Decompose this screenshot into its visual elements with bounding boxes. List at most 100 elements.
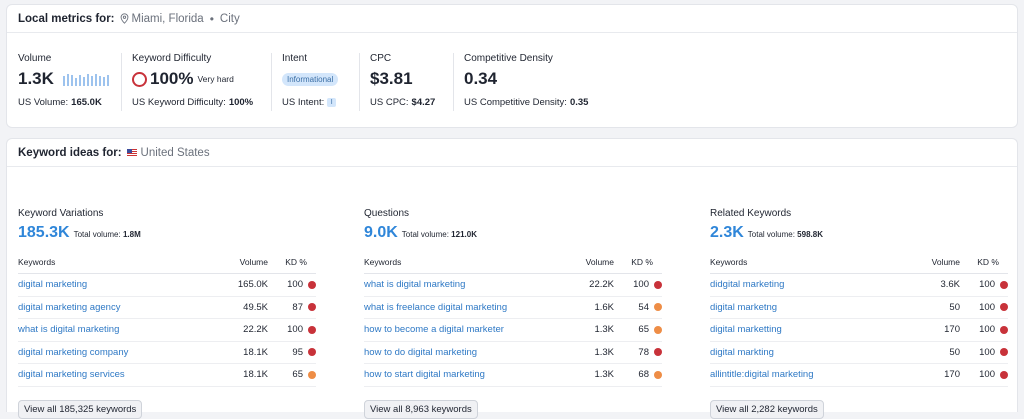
density-value: 0.34 [464,69,498,88]
header-volume[interactable]: Volume [931,257,960,267]
keyword-volume: 49.5K [243,301,268,313]
keyword-count-link[interactable]: 185.3K [18,224,70,241]
us-density-label: US Competitive Density: [464,97,567,108]
keyword-volume: 1.3K [594,369,614,381]
keyword-link[interactable]: didgital marketing [710,279,785,291]
keyword-link[interactable]: digital marketing [18,279,88,291]
keyword-kd: 100 [633,279,649,291]
table-row: how to become a digital marketer 1.3K 65 [364,319,662,342]
us-cpc-value: $4.27 [411,97,436,108]
keyword-link[interactable]: digital marketng [710,301,778,313]
us-volume-label: US Volume: [18,97,69,108]
keyword-link[interactable]: allintitle:digital marketing [710,369,814,381]
us-density-value: 0.35 [569,97,589,108]
keyword-link[interactable]: digital marketing agency [18,301,121,313]
view-all-keywords-button[interactable]: View all 2,282 keywords [710,399,824,419]
volume-value: 1.3K [18,69,54,88]
intent-label: Intent [282,53,308,64]
table-row: how to start digital marketing 1.3K 68 [364,364,662,387]
keyword-link[interactable]: what is freelance digital marketing [364,301,508,313]
difficulty-ring-icon [132,71,147,87]
local-metrics-header: Local metrics for: Miami, Florida • City [7,5,1017,33]
trend-bar [94,73,97,86]
us-intent-label: US Intent: [282,97,325,108]
us-intent-badge[interactable]: I [327,98,337,107]
table-row: what is freelance digital marketing 1.6K 5… [364,297,662,319]
trend-bar [86,73,89,86]
header-keywords[interactable]: Keywords [710,257,748,267]
kd-level-dot-icon [1000,370,1008,379]
total-volume-label: Total volume: [73,230,121,239]
local-metrics-title: Local metrics for: [18,12,115,25]
keyword-volume: 170 [944,324,960,336]
view-all-keywords-button[interactable]: View all 8,963 keywords [364,399,478,419]
keyword-kd: 100 [287,324,303,336]
trend-bar [90,75,93,86]
header-kd[interactable]: KD % [631,257,653,267]
kd-level-dot-icon [1000,280,1008,289]
keyword-volume: 170 [944,369,960,381]
keyword-link[interactable]: how to become a digital marketer [364,324,504,336]
view-all-keywords-button[interactable]: View all 185,325 keywords [18,399,143,419]
keyword-ideas-header: Keyword ideas for: United States [7,139,1017,167]
keyword-volume: 1.3K [594,324,614,336]
header-kd[interactable]: KD % [285,257,307,267]
keyword-kd: 100 [979,279,995,291]
keyword-column-questions: Questions 9.0K Total volume: 121.0K Keyword… [364,208,662,419]
kd-value: 100% [150,69,194,88]
keyword-link[interactable]: how to do digital marketing [364,346,478,358]
volume-trend-chart[interactable] [62,73,109,86]
keyword-count-link[interactable]: 9.0K [364,224,398,241]
keyword-volume: 3.6K [940,279,960,291]
trend-bar [98,75,101,86]
table-row: digital marketing company 18.1K 95 [18,342,316,364]
keyword-link[interactable]: digital marketing company [18,346,129,358]
column-title: Related Keywords [710,208,792,219]
cpc-label: CPC [370,53,392,64]
total-volume-label: Total volume: [401,230,449,239]
keyword-kd: 100 [979,369,995,381]
keyword-link[interactable]: digital marketting [710,324,782,336]
header-volume[interactable]: Volume [239,257,268,267]
us-flag-icon [126,149,137,156]
keyword-volume: 22.2K [243,324,268,336]
table-header: Keywords Volume KD % [18,257,316,274]
keyword-link[interactable]: digital markting [710,346,774,358]
keyword-volume: 50 [949,301,960,313]
keyword-column-related-keywords: Related Keywords 2.3K Total volume: 598.8K… [710,208,1008,419]
intent-badge[interactable]: Informational [282,72,339,86]
location-type: City [219,12,240,25]
kd-label: Keyword Difficulty [132,53,212,64]
keyword-volume: 1.6K [594,301,614,313]
table-row: how to do digital marketing 1.3K 78 [364,342,662,364]
table-row: digital marketting 170 100 [710,319,1008,342]
trend-bar [102,76,105,86]
header-kd[interactable]: KD % [977,257,999,267]
header-volume[interactable]: Volume [585,257,614,267]
keyword-kd: 78 [638,346,649,358]
kd-level-dot-icon [654,348,662,357]
metric-intent: Intent Informational US Intent: I [282,53,360,111]
kd-note: Very hard [197,74,234,84]
keyword-link[interactable]: what is digital marketing [18,324,120,336]
keyword-count-link[interactable]: 2.3K [710,224,744,241]
metric-competitive-density: Competitive Density 0.34 US Competitive … [464,53,614,111]
header-keywords[interactable]: Keywords [18,257,56,267]
us-kd-value: 100% [228,97,254,108]
keyword-volume: 18.1K [243,346,268,358]
keyword-link[interactable]: what is digital marketing [364,279,466,291]
keyword-volume: 22.2K [589,279,614,291]
keyword-kd: 100 [979,301,995,313]
table-row: digital marketng 50 100 [710,297,1008,319]
location-name: Miami, Florida [131,12,204,25]
trend-bar [82,76,85,86]
table-row: digital marketing services 18.1K 65 [18,364,316,387]
trend-bar [62,75,65,86]
keyword-kd: 68 [638,369,649,381]
keyword-link[interactable]: how to start digital marketing [364,369,485,381]
keyword-kd: 65 [292,369,303,381]
header-keywords[interactable]: Keywords [364,257,402,267]
country-name: United States [140,146,210,159]
keyword-ideas-title: Keyword ideas for: [18,146,122,159]
keyword-link[interactable]: digital marketing services [18,369,125,381]
